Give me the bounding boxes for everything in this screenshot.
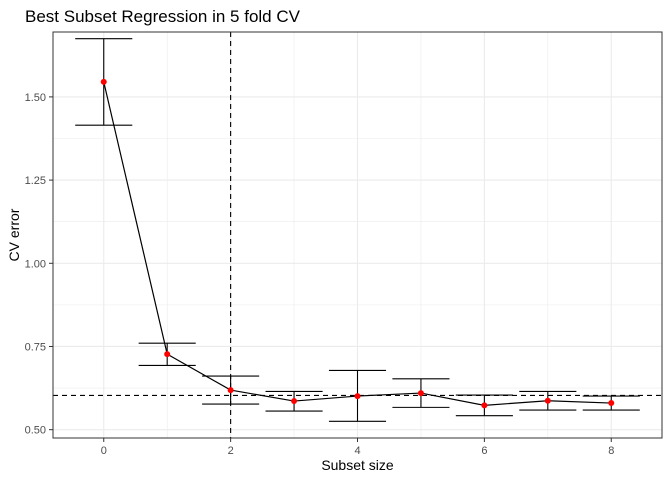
y-axis: 0.50 0.75 1.00 1.25 1.50 (25, 92, 53, 437)
x-tick-label: 8 (608, 445, 614, 457)
data-point (354, 393, 361, 400)
data-point (100, 78, 107, 85)
data-point (481, 402, 488, 409)
data-point (227, 387, 234, 394)
data-point (291, 398, 298, 405)
y-tick-label: 0.75 (25, 341, 46, 353)
grid (53, 32, 662, 438)
series (75, 38, 640, 422)
data-point (164, 351, 171, 358)
y-tick-label: 0.50 (25, 425, 46, 437)
x-tick-label: 6 (481, 445, 487, 457)
y-axis-title: CV error (6, 208, 22, 261)
data-point (608, 400, 615, 407)
x-tick-label: 4 (354, 445, 360, 457)
y-tick-label: 1.50 (25, 92, 46, 104)
x-axis-title: Subset size (321, 457, 394, 473)
y-tick-label: 1.25 (25, 175, 46, 187)
x-tick-label: 0 (101, 445, 107, 457)
x-axis: 0 2 4 6 8 (101, 438, 614, 457)
y-tick-label: 1.00 (25, 258, 46, 270)
reference-lines (53, 32, 662, 438)
data-point (417, 390, 424, 397)
chart-title: Best Subset Regression in 5 fold CV (25, 7, 301, 26)
data-point (544, 397, 551, 404)
x-tick-label: 2 (228, 445, 234, 457)
